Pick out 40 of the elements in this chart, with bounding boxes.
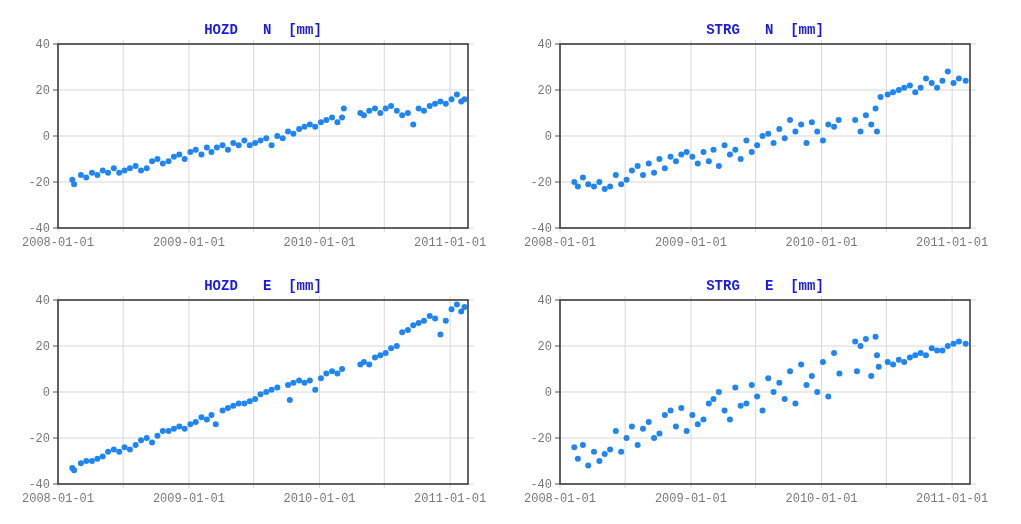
y-tick-label: 20 xyxy=(537,84,552,98)
y-tick-label: 0 xyxy=(544,130,552,144)
y-tick-label: 0 xyxy=(544,386,552,400)
chart-title: STRG E [mm] xyxy=(706,278,824,294)
y-tick-label: -40 xyxy=(28,478,50,492)
y-tick-label: 20 xyxy=(35,340,50,354)
x-tick-label: 2009-01-01 xyxy=(152,492,225,506)
x-tick-label: 2011-01-01 xyxy=(414,492,487,506)
y-tick-label: 40 xyxy=(537,294,552,308)
y-tick-label: -20 xyxy=(28,432,50,446)
y-tick-label: 20 xyxy=(537,340,552,354)
x-tick-label: 2011-01-01 xyxy=(916,492,989,506)
x-tick-label: 2009-01-01 xyxy=(152,236,225,250)
y-tick-label: -40 xyxy=(28,222,50,236)
x-tick-label: 2010-01-01 xyxy=(785,236,858,250)
x-tick-label: 2010-01-01 xyxy=(283,236,356,250)
x-tick-label: 2008-01-01 xyxy=(21,492,95,506)
y-tick-label: 40 xyxy=(35,38,50,52)
x-tick-label: 2008-01-01 xyxy=(523,492,597,506)
y-tick-label: -40 xyxy=(530,478,552,492)
x-tick-label: 2008-01-01 xyxy=(523,236,597,250)
y-tick-label: -20 xyxy=(28,176,50,190)
x-tick-label: 2011-01-01 xyxy=(916,236,989,250)
y-tick-label: 40 xyxy=(537,38,552,52)
chart-title: STRG N [mm] xyxy=(706,22,824,38)
y-tick-label: -20 xyxy=(530,176,552,190)
chart-title: HOZD N [mm] xyxy=(204,22,322,38)
x-tick-label: 2010-01-01 xyxy=(283,492,356,506)
y-tick-label: 0 xyxy=(42,130,50,144)
x-tick-label: 2008-01-01 xyxy=(21,236,95,250)
y-tick-label: 20 xyxy=(35,84,50,98)
x-tick-label: 2009-01-01 xyxy=(654,492,727,506)
x-tick-label: 2011-01-01 xyxy=(414,236,487,250)
y-tick-label: 40 xyxy=(35,294,50,308)
x-tick-label: 2009-01-01 xyxy=(654,236,727,250)
y-tick-label: -20 xyxy=(530,432,552,446)
y-tick-label: 0 xyxy=(42,386,50,400)
x-tick-label: 2010-01-01 xyxy=(785,492,858,506)
chart-title: HOZD E [mm] xyxy=(204,278,322,294)
y-tick-label: -40 xyxy=(530,222,552,236)
